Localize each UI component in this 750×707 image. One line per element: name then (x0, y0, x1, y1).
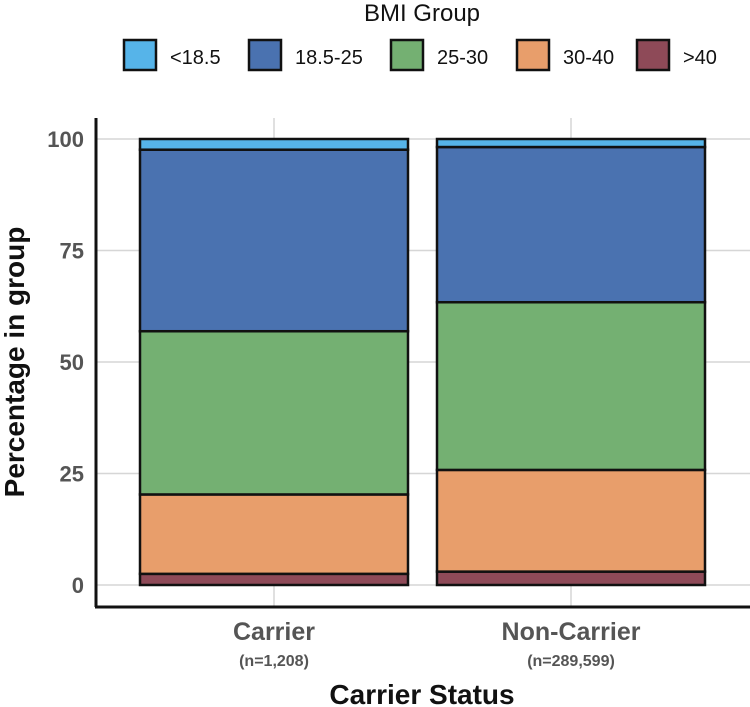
y-tick-label: 75 (60, 239, 84, 264)
x-category-label: Non-Carrier (502, 618, 641, 646)
legend-title: BMI Group (364, 0, 480, 27)
legend-key-18-5-25 (247, 38, 283, 72)
x-categories: Carrier (n=1,208) Non-Carrier (n=289,599) (233, 618, 641, 670)
legend-key-gt40 (635, 38, 671, 72)
legend-key-lt18-5 (122, 38, 158, 72)
y-tick-label: 100 (47, 127, 84, 152)
legend-label-25-30: 25-30 (437, 47, 488, 69)
bar-segment-non-carrier-gt40 (435, 570, 707, 587)
bar-segment-carrier-gt40 (138, 572, 410, 587)
legend-label-lt18-5: <18.5 (170, 47, 221, 69)
x-axis-title: Carrier Status (329, 679, 514, 707)
bar-segment-non-carrier-lt18-5 (435, 137, 707, 149)
x-category-label: Carrier (233, 618, 315, 646)
legend-key-25-30 (389, 38, 425, 72)
legend: BMI Group <18.5 18.5-25 25-30 30-40 >40 (122, 0, 717, 72)
y-axis-title: Percentage in group (0, 227, 30, 498)
legend-label-gt40: >40 (683, 47, 717, 69)
bar-segment-carrier-lt18-5 (138, 137, 410, 151)
legend-label-30-40: 30-40 (563, 47, 614, 69)
bar-segment-non-carrier-18-5-25 (435, 145, 707, 304)
bar-segment-non-carrier-25-30 (435, 300, 707, 472)
y-tick-label: 0 (72, 573, 84, 598)
y-tick-label: 25 (60, 462, 84, 487)
bar-segment-carrier-30-40 (138, 493, 410, 576)
bar-segment-carrier-25-30 (138, 329, 410, 496)
bars (138, 137, 707, 587)
y-ticks: 0 25 50 75 100 (47, 127, 84, 598)
x-category-subtitle: (n=289,599) (527, 653, 615, 670)
bar-segment-non-carrier-30-40 (435, 468, 707, 573)
x-category-subtitle: (n=1,208) (239, 653, 309, 670)
axes (94, 118, 750, 609)
y-tick-label: 50 (60, 350, 84, 375)
legend-label-18-5-25: 18.5-25 (295, 47, 363, 69)
bar-segment-carrier-18-5-25 (138, 148, 410, 333)
legend-key-30-40 (515, 38, 551, 72)
